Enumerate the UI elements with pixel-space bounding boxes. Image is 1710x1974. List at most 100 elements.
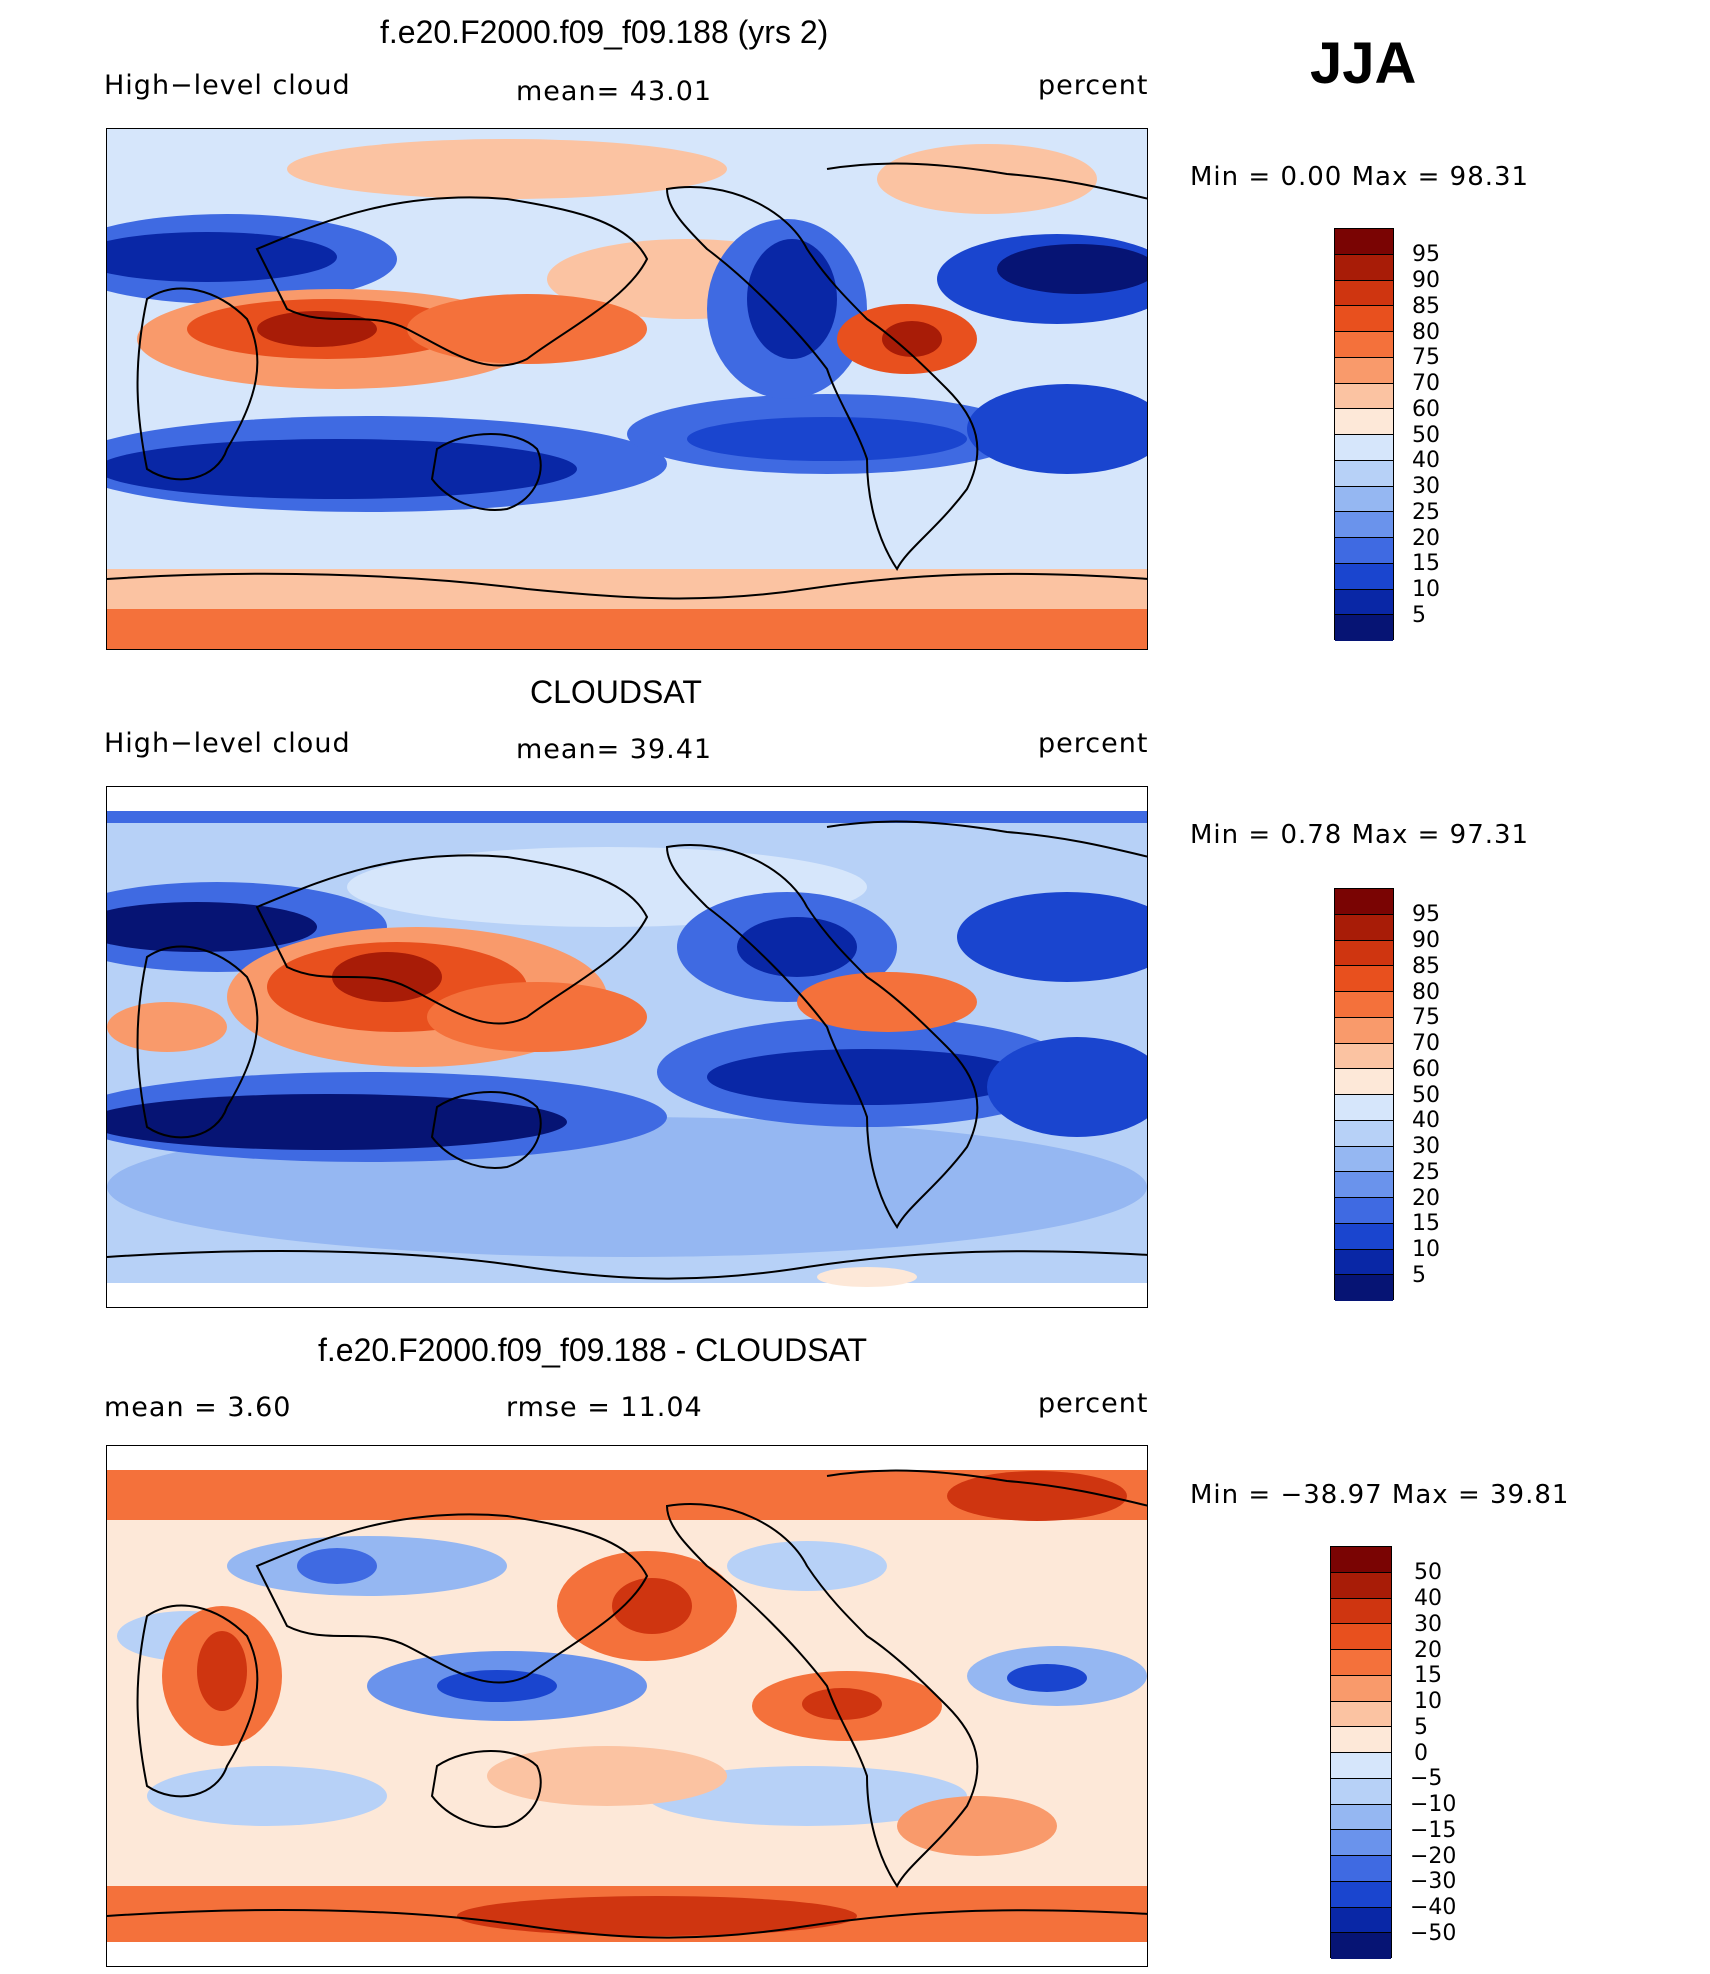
panel-3-coast-antarctica [107,1909,1147,1939]
panel-3-colorbar-swatch [1331,1753,1391,1779]
panel-1-arctic-patch-1 [287,139,727,199]
panel-3-units-label: percent [1038,1388,1149,1419]
panel-3-colorbar-swatch [1331,1675,1391,1702]
panel-3-colorbar-label: −40 [1410,1895,1457,1920]
panel-1-antarctic-core [107,609,1147,649]
panel-1-colorbar-swatch [1335,486,1393,513]
panel-2-colorbar-swatch [1335,1095,1393,1121]
panel-2-colorbar-label: 90 [1412,928,1440,953]
panel-1-central-america-core [882,321,942,357]
panel-2-colorbar-label: 75 [1412,1005,1440,1030]
panel-3-map-svg [107,1446,1147,1966]
panel-1-colorbar [1334,228,1394,641]
panel-1-colorbar-swatch [1335,589,1393,616]
panel-2-mean-label: mean= 39.41 [516,734,713,765]
panel-2-colorbar-swatch [1335,1275,1393,1301]
panel-2-units-label: percent [1038,728,1149,759]
panel-2-colorbar-label: 40 [1412,1108,1440,1133]
panel-3-antarctic-core [457,1896,857,1936]
panel-1-colorbar-label: 20 [1412,526,1440,551]
panel-2-colorbar-label: 25 [1412,1160,1440,1185]
panel-1-colorbar-label: 60 [1412,397,1440,422]
panel-1-colorbar-label: 85 [1412,294,1440,319]
panel-2-min-max: Min = 0.78 Max = 97.31 [1190,820,1530,850]
panel-1-colorbar-swatch [1335,435,1393,461]
panel-1-colorbar-label: 40 [1412,448,1440,473]
panel-3-colorbar-label: 20 [1414,1638,1442,1663]
panel-1-map [106,128,1148,650]
panel-1-coast-africa-eurasia [136,196,649,481]
panel-2-colorbar-swatch [1335,1043,1393,1070]
panel-2-colorbar-label: 50 [1412,1083,1440,1108]
panel-1-colorbar-swatch [1335,383,1393,410]
panel-3-asia-cool-core [297,1548,377,1584]
panel-2-colorbar-swatch [1335,914,1393,941]
panel-1-colorbar-label: 5 [1412,603,1426,628]
panel-2-wpacific-warm [427,982,647,1052]
panel-3-colorbar-swatch [1331,1856,1391,1882]
panel-3-colorbar-swatch [1331,1572,1391,1599]
panel-3-min-max: Min = −38.97 Max = 39.81 [1190,1480,1570,1510]
panel-3-colorbar-label: 30 [1414,1612,1442,1637]
panel-1-south-belt-core [107,439,577,499]
panel-2-variable-label: High−level cloud [104,728,351,759]
panel-3-eafrica-core [197,1631,247,1711]
panel-3-colorbar-label: −50 [1410,1921,1457,1946]
panel-2-coast-arctic [826,820,1147,858]
panel-2-colorbar-label: 5 [1412,1263,1426,1288]
panel-2-colorbar-label: 85 [1412,954,1440,979]
panel-3-colorbar-label: −15 [1410,1818,1457,1843]
panel-2-colorbar-swatch [1335,1069,1393,1095]
panel-1-colorbar-label: 90 [1412,268,1440,293]
panel-1-coast-americas [665,186,979,571]
panel-3-colorbar-swatch [1331,1778,1391,1805]
panel-3-maritime-core [437,1670,557,1702]
panel-2-map [106,786,1148,1308]
panel-1-colorbar-swatch [1335,254,1393,281]
panel-1-wpacific-warm [407,294,647,364]
panel-1-coast-arctic [826,162,1147,200]
panel-2-arctic-edge [107,811,1147,823]
panel-3-colorbar-label: −5 [1410,1766,1443,1791]
panel-1-arctic-patch-2 [877,144,1097,214]
panel-2-sepacific-core [707,1049,1027,1105]
panel-1-colorbar-swatch [1335,280,1393,307]
panel-2-colorbar-swatch [1335,940,1393,967]
panel-2-natlantic [957,892,1147,982]
panel-2-colorbar-label: 60 [1412,1057,1440,1082]
season-label: JJA [1310,31,1417,96]
panel-3-colorbar-label: 0 [1414,1741,1428,1766]
panel-3-coast-australia [430,1750,542,1828]
panel-2-colorbar-swatch [1335,992,1393,1018]
panel-1-nafrica-core [107,232,337,282]
panel-3-atlantic-core [1007,1664,1087,1692]
panel-3-coast-arctic [826,1469,1147,1507]
panel-1-colorbar-label: 50 [1412,423,1440,448]
panel-3-colorbar-label: −10 [1410,1792,1457,1817]
panel-1-colorbar-swatch [1335,615,1393,641]
panel-3-colorbar [1330,1546,1392,1959]
panel-3-colorbar-swatch [1331,1701,1391,1728]
panel-3-colorbar-swatch [1331,1547,1391,1573]
panel-3-colorbar-label: 50 [1414,1560,1442,1585]
panel-3-colorbar-swatch [1331,1907,1391,1934]
panel-1-sepacific-core [687,417,967,461]
panel-3-rmse-label: rmse = 11.04 [506,1392,703,1423]
panel-1-coast-antarctica [107,572,1147,600]
panel-1-colorbar-swatch [1335,409,1393,435]
panel-2-coast-antarctica [107,1250,1147,1280]
panel-2-coast-australia [430,1091,542,1169]
panel-1-mean-label: mean= 43.01 [516,76,713,107]
panel-2-colorbar-swatch [1335,966,1393,992]
panel-1-min-max: Min = 0.00 Max = 98.31 [1190,162,1530,192]
panel-3-colorbar-label: −20 [1410,1844,1457,1869]
panel-2-colorbar-label: 95 [1412,902,1440,927]
panel-2-colorbar-swatch [1335,1249,1393,1276]
panel-2-colorbar-label: 80 [1412,980,1440,1005]
panel-2-monsoon-core [332,952,442,1002]
panel-1-colorbar-label: 25 [1412,500,1440,525]
panel-1-nepacific-core [747,239,837,359]
panel-1-colorbar-swatch [1335,332,1393,358]
panel-1-background-field [107,129,1147,649]
panel-3-colorbar-label: 5 [1414,1715,1428,1740]
